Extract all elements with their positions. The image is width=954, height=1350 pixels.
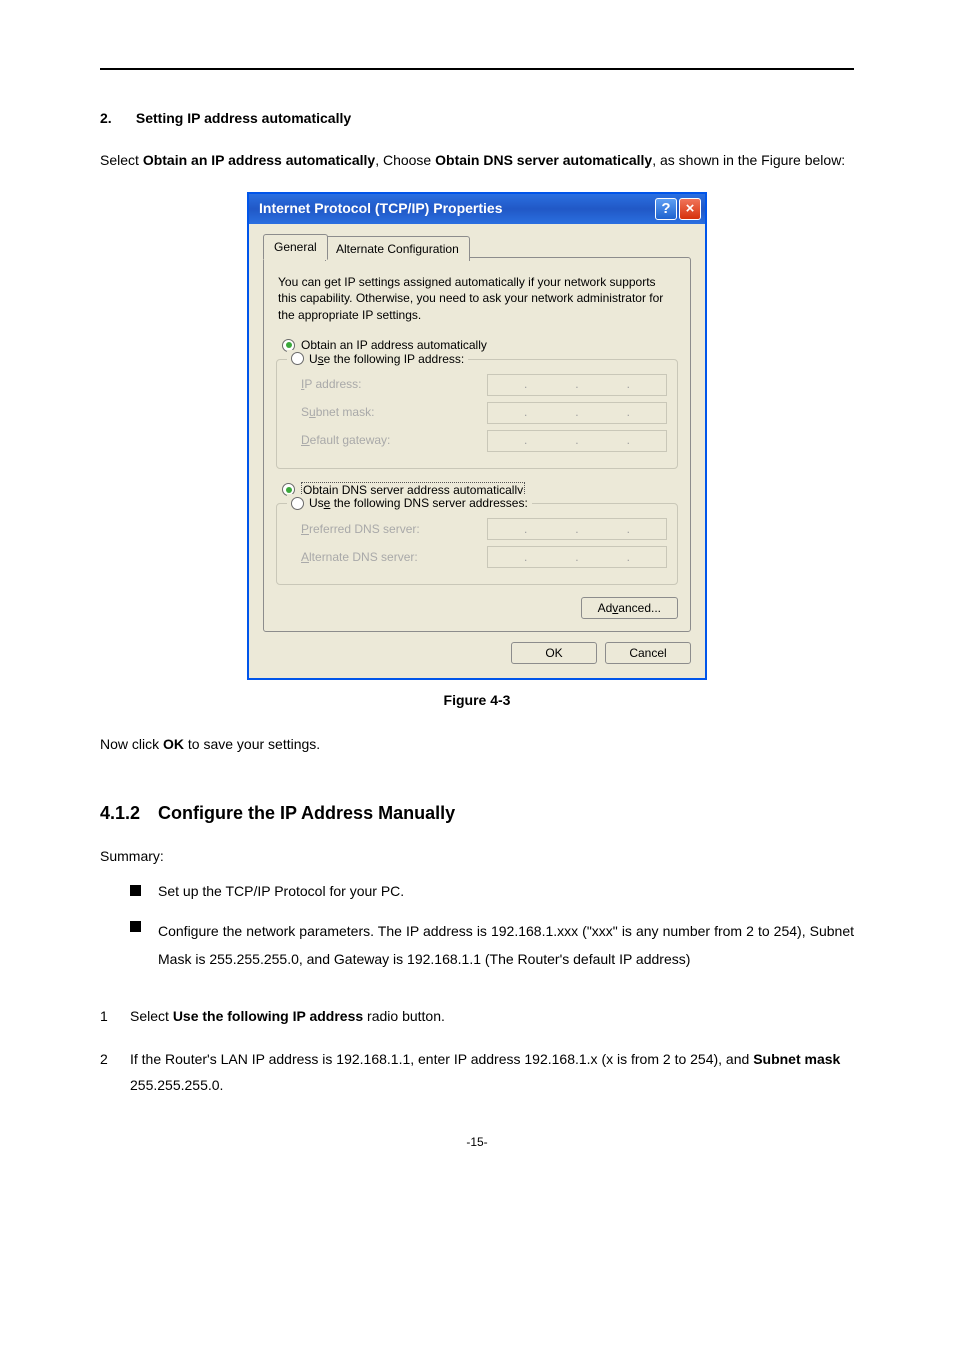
- close-icon[interactable]: ×: [679, 198, 701, 220]
- help-icon[interactable]: ?: [655, 198, 677, 220]
- list-item: 1 Select Use the following IP address ra…: [100, 1003, 854, 1030]
- radio-use-ip[interactable]: [291, 352, 304, 365]
- tcpip-properties-dialog: Internet Protocol (TCP/IP) Properties ? …: [247, 192, 707, 681]
- input-alternate-dns: ...: [487, 546, 667, 568]
- summary-bullets: Set up the TCP/IP Protocol for your PC. …: [100, 881, 854, 973]
- label-default-gateway: Default gateway:: [301, 431, 390, 450]
- list-item: 2 If the Router's LAN IP address is 192.…: [100, 1046, 854, 1099]
- dialog-title: Internet Protocol (TCP/IP) Properties: [259, 198, 502, 220]
- section-number: 4.1.2: [100, 800, 140, 828]
- tab-alternate-configuration[interactable]: Alternate Configuration: [325, 236, 470, 262]
- input-preferred-dns: ...: [487, 518, 667, 540]
- section-title: Configure the IP Address Manually: [158, 803, 455, 823]
- label-ip-address: IP address:: [301, 375, 362, 394]
- after-figure-paragraph: Now click OK to save your settings.: [100, 734, 854, 756]
- ip-address-group: Use the following IP address: IP address…: [276, 359, 678, 469]
- step-title: Setting IP address automatically: [136, 110, 351, 126]
- input-ip-address: ...: [487, 374, 667, 396]
- section-heading: 4.1.2 Configure the IP Address Manually: [100, 800, 854, 828]
- label-subnet-mask: Subnet mask:: [301, 403, 374, 422]
- advanced-button[interactable]: Advanced...: [581, 597, 678, 619]
- list-item: Configure the network parameters. The IP…: [130, 917, 854, 973]
- step-heading: 2. Setting IP address automatically: [100, 108, 854, 130]
- numbered-steps: 1 Select Use the following IP address ra…: [100, 1003, 854, 1099]
- input-default-gateway: ...: [487, 430, 667, 452]
- figure-caption: Figure 4-3: [100, 690, 854, 712]
- ok-button[interactable]: OK: [511, 642, 597, 664]
- dialog-description: You can get IP settings assigned automat…: [278, 274, 676, 324]
- radio-use-dns[interactable]: [291, 497, 304, 510]
- label-preferred-dns: Preferred DNS server:: [301, 520, 420, 539]
- page-number: -15-: [100, 1133, 854, 1152]
- intro-paragraph: Select Obtain an IP address automaticall…: [100, 146, 854, 174]
- cancel-button[interactable]: Cancel: [605, 642, 691, 664]
- titlebar: Internet Protocol (TCP/IP) Properties ? …: [249, 194, 705, 224]
- step-number: 2.: [100, 108, 132, 130]
- summary-label: Summary:: [100, 846, 854, 868]
- dns-group: Use the following DNS server addresses: …: [276, 503, 678, 585]
- label-alternate-dns: Alternate DNS server:: [301, 548, 418, 567]
- tab-panel-general: You can get IP settings assigned automat…: [263, 257, 691, 633]
- tab-general[interactable]: General: [263, 234, 328, 261]
- list-item: Set up the TCP/IP Protocol for your PC.: [130, 881, 854, 903]
- input-subnet-mask: ...: [487, 402, 667, 424]
